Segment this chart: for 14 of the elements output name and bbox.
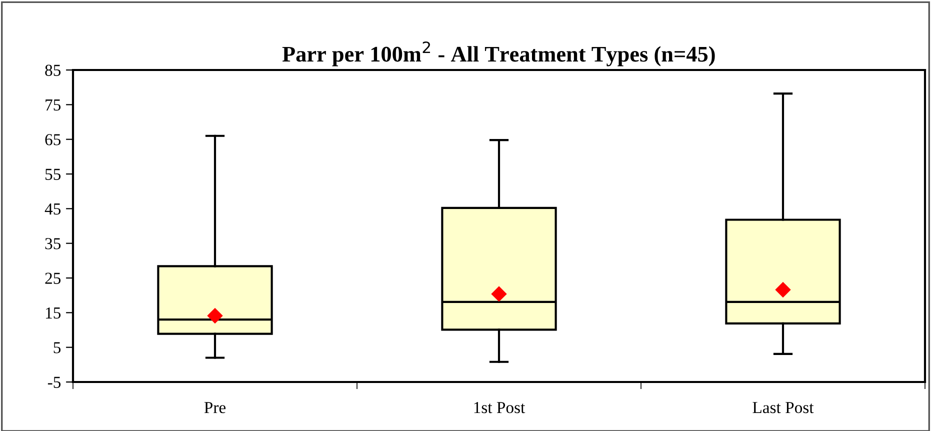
y-tick-label: 75 (46, 100, 61, 111)
x-tick-label: 1st Post (474, 402, 526, 414)
y-tick-label: 5 (54, 342, 61, 354)
y-tick-label: 65 (45, 134, 61, 146)
y-tick-label: 55 (45, 168, 61, 180)
y-tick-label: 15 (46, 307, 61, 319)
x-tick-label: Pre (204, 402, 226, 414)
y-tick-label: 45 (44, 203, 61, 215)
y-tick-label: -5 (48, 376, 61, 388)
y-tick-label: 85 (45, 64, 61, 76)
chart-title: Parr per 100m$^{2}$ - All Treatment Types (n=45) (282, 41, 715, 66)
x-tick-label: Last Post (752, 402, 814, 414)
y-tick-label: 25 (45, 272, 61, 284)
y-tick-label: 35 (45, 238, 61, 250)
